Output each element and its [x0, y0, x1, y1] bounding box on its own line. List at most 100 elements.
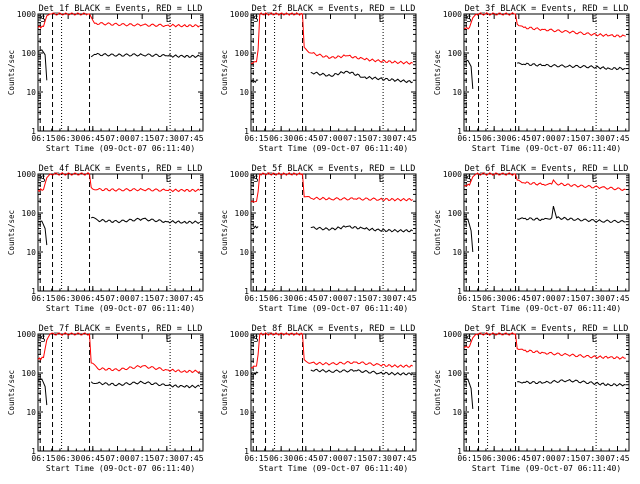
x-tick-label: 06:30: [269, 294, 293, 303]
series-line-events: [37, 49, 48, 81]
chart-title: Det_7f BLACK = Events, RED = LLD: [39, 324, 203, 334]
x-axis-label: Start Time (09-Oct-07 06:11:40): [472, 144, 621, 153]
y-tick-label: 1: [244, 287, 249, 296]
x-tick-label: 06:30: [269, 454, 293, 463]
x-tick-label: 07:30: [155, 454, 179, 463]
chart-panel-2: Det_2f BLACK = Events, RED = LLD 1 10 100 10…: [220, 4, 417, 153]
x-tick-label: 06:45: [507, 294, 531, 303]
chart-panel-5: Det_5f BLACK = Events, RED = LLD 1 10 100 10…: [220, 164, 417, 313]
chart-panel-7: Det_7f BLACK = Events, RED = LLD 1 10 100 10…: [7, 324, 204, 473]
x-tick-label: 07:30: [368, 294, 392, 303]
x-tick-label: 06:45: [81, 134, 105, 143]
y-tick-label: 100: [22, 369, 37, 378]
x-tick-label: 06:45: [294, 454, 318, 463]
x-tick-label: 07:15: [556, 134, 580, 143]
x-tick-label: 07:15: [556, 294, 580, 303]
x-tick-label: 06:30: [269, 134, 293, 143]
x-tick-label: 06:15: [31, 454, 55, 463]
series-line-lld: [37, 172, 201, 193]
x-tick-label: 06:30: [482, 134, 506, 143]
start-marker: S: [40, 15, 45, 25]
chart-panel-9: Det_9f BLACK = Events, RED = LLD 1 10 100 10…: [433, 324, 630, 473]
x-tick-label: 06:45: [507, 454, 531, 463]
series-line-events: [463, 59, 474, 89]
y-tick-label: 100: [235, 369, 250, 378]
series-line-lld: [463, 12, 626, 38]
plot-frame: [37, 13, 204, 132]
x-tick-label: 07:30: [581, 294, 605, 303]
y-tick-label: 1: [457, 127, 462, 136]
x-tick-label: 06:15: [31, 294, 55, 303]
x-axis-label: Start Time (09-Oct-07 06:11:40): [46, 144, 195, 153]
chart-panel-3: Det_3f BLACK = Events, RED = LLD 1 10 100 10…: [433, 4, 630, 153]
series-line-lld: [250, 12, 413, 65]
y-tick-label: 1000: [230, 10, 249, 19]
y-axis-label: Counts/sec: [220, 50, 229, 95]
x-tick-label: 07:15: [130, 294, 154, 303]
chart-panel-6: Det_6f BLACK = Events, RED = LLD 1 10 100 10…: [433, 164, 630, 313]
chart-title: Det_6f BLACK = Events, RED = LLD: [465, 164, 629, 174]
chart-title: Det_1f BLACK = Events, RED = LLD: [39, 4, 203, 14]
x-tick-label: 07:45: [179, 294, 203, 303]
x-tick-label: 07:45: [392, 454, 416, 463]
series-line-events: [463, 378, 474, 409]
start-marker: S: [253, 335, 258, 345]
y-axis-label: Counts/sec: [433, 370, 442, 415]
y-tick-label: 1: [31, 127, 36, 136]
series-line-events: [91, 216, 201, 225]
x-tick-label: 06:30: [56, 294, 80, 303]
y-tick-label: 10: [26, 88, 36, 97]
x-tick-label: 07:45: [605, 454, 629, 463]
y-tick-label: 1: [31, 447, 36, 456]
chart-title: Det_8f BLACK = Events, RED = LLD: [252, 324, 416, 334]
end-marker: E: [379, 15, 384, 25]
y-tick-label: 100: [235, 209, 250, 218]
chart-title: Det_9f BLACK = Events, RED = LLD: [465, 324, 629, 334]
x-tick-label: 07:00: [105, 294, 129, 303]
y-tick-label: 10: [239, 408, 249, 417]
start-marker: S: [40, 175, 45, 185]
end-marker: E: [166, 175, 171, 185]
y-tick-label: 1: [244, 447, 249, 456]
end-marker: E: [592, 15, 597, 25]
x-tick-label: 07:45: [179, 134, 203, 143]
series-line-events: [90, 380, 201, 389]
y-tick-label: 10: [452, 408, 462, 417]
series-line-events: [250, 371, 259, 376]
x-tick-label: 06:15: [457, 134, 481, 143]
x-tick-label: 07:00: [318, 454, 342, 463]
start-marker: S: [466, 175, 471, 185]
x-tick-label: 06:45: [294, 294, 318, 303]
y-axis-label: Counts/sec: [220, 370, 229, 415]
x-tick-label: 07:00: [531, 454, 555, 463]
series-line-lld: [250, 172, 413, 203]
x-tick-label: 06:30: [56, 134, 80, 143]
x-tick-label: 07:45: [179, 454, 203, 463]
x-axis-label: Start Time (09-Oct-07 06:11:40): [259, 144, 408, 153]
x-tick-label: 07:30: [368, 454, 392, 463]
series-line-events: [37, 220, 48, 246]
x-tick-label: 07:15: [130, 134, 154, 143]
plot-frame: [463, 13, 630, 132]
chart-title: Det_5f BLACK = Events, RED = LLD: [252, 164, 416, 174]
start-marker: S: [253, 15, 258, 25]
x-tick-label: 06:15: [31, 134, 55, 143]
y-tick-label: 1: [457, 287, 462, 296]
y-tick-label: 1000: [443, 10, 462, 19]
chart-panel-8: Det_8f BLACK = Events, RED = LLD 1 10 100 10…: [220, 324, 417, 473]
series-line-lld: [37, 12, 201, 29]
y-tick-label: 1000: [230, 330, 249, 339]
plot-frame: [463, 173, 630, 292]
x-tick-label: 07:15: [343, 454, 367, 463]
y-tick-label: 100: [22, 49, 37, 58]
y-tick-label: 100: [22, 209, 37, 218]
y-tick-label: 10: [239, 248, 249, 257]
y-tick-label: 100: [235, 49, 250, 58]
plot-frame: [250, 333, 417, 452]
x-tick-label: 07:15: [343, 294, 367, 303]
y-axis-label: Counts/sec: [433, 210, 442, 255]
x-tick-label: 07:30: [581, 454, 605, 463]
x-tick-label: 07:00: [531, 134, 555, 143]
